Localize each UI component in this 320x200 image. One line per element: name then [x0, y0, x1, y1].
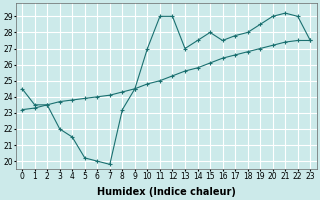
- X-axis label: Humidex (Indice chaleur): Humidex (Indice chaleur): [97, 187, 236, 197]
